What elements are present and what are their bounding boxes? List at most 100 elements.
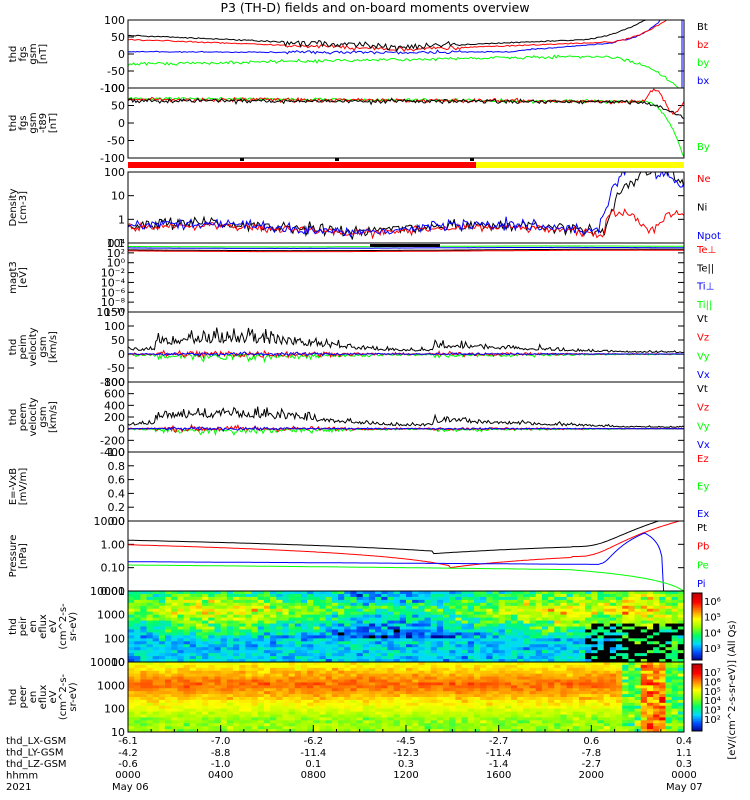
heatmap-cell	[406, 702, 413, 707]
heatmap-cell	[257, 723, 265, 727]
y-tick-label: 10⁰	[107, 257, 126, 270]
heatmap-cell	[418, 596, 426, 601]
colorbar-segment	[692, 594, 702, 597]
heatmap-cell	[548, 688, 555, 692]
heatmap-cell	[430, 708, 438, 713]
heatmap-cell	[134, 685, 141, 689]
heatmap-cell	[356, 641, 364, 645]
heatmap-cell	[233, 626, 240, 631]
heatmap-cell	[171, 682, 179, 686]
heatmap-cell	[523, 644, 531, 648]
heatmap-cell	[436, 599, 444, 604]
heatmap-cell	[239, 614, 246, 619]
heatmap-cell	[486, 647, 494, 651]
heatmap-cell	[338, 667, 345, 672]
heatmap-cell	[239, 699, 246, 704]
heatmap-cell	[622, 679, 629, 684]
heatmap-cell	[541, 629, 549, 634]
heatmap-cell	[517, 662, 524, 666]
heatmap-cell	[591, 705, 599, 710]
heatmap-cell	[331, 617, 339, 622]
heatmap-cell	[473, 629, 481, 634]
heatmap-cell	[406, 717, 413, 721]
te-band	[370, 244, 440, 247]
heatmap-cell	[554, 659, 562, 662]
heatmap-cell	[195, 632, 203, 636]
heatmap-cell	[591, 659, 599, 662]
heatmap-cell	[616, 611, 623, 616]
heatmap-cell	[554, 656, 562, 660]
heatmap-cell	[406, 723, 413, 727]
x-ly-value: -4.2	[118, 748, 138, 759]
heatmap-cell	[467, 673, 475, 678]
heatmap-cell	[535, 694, 543, 698]
heatmap-cell	[245, 641, 253, 645]
heatmap-cell	[226, 708, 234, 713]
heatmap-cell	[646, 599, 654, 604]
heatmap-cell	[344, 602, 351, 607]
heatmap-cell	[128, 708, 135, 713]
heatmap-cell	[362, 635, 370, 639]
heatmap-cell	[461, 711, 469, 716]
colorbar-segment	[692, 648, 702, 651]
heatmap-cell	[183, 644, 191, 648]
heatmap-cell	[529, 708, 537, 713]
heatmap-cell	[128, 691, 135, 695]
heatmap-cell	[492, 667, 500, 672]
heatmap-cell	[300, 667, 308, 672]
heatmap-cell	[529, 608, 537, 613]
heatmap-cell	[535, 623, 543, 628]
heatmap-cell	[158, 717, 166, 721]
heatmap-cell	[653, 653, 660, 657]
heatmap-cell	[307, 647, 314, 651]
heatmap-cell	[585, 670, 592, 675]
heatmap-cell	[381, 629, 389, 634]
heatmap-cell	[270, 591, 277, 595]
heatmap-cell	[393, 602, 401, 607]
heatmap-cell	[140, 620, 148, 625]
heatmap-cell	[288, 691, 296, 695]
heatmap-cell	[263, 629, 271, 634]
heatmap-cell	[554, 685, 562, 689]
heatmap-cell	[350, 605, 358, 610]
colorbar-segment	[692, 699, 702, 702]
heatmap-cell	[418, 629, 426, 634]
heatmap-cell	[529, 717, 537, 721]
heatmap-cell	[511, 650, 518, 654]
heatmap-cell	[572, 670, 580, 675]
heatmap-cell	[486, 623, 494, 628]
heatmap-cell	[535, 593, 543, 598]
heatmap-cell	[424, 617, 432, 622]
heatmap-cell	[202, 638, 209, 642]
heatmap-cell	[443, 714, 450, 719]
heatmap-cell	[609, 632, 617, 636]
heatmap-cell	[338, 676, 345, 681]
heatmap-cell	[189, 726, 197, 730]
heatmap-cell	[399, 720, 407, 724]
heatmap-cell	[251, 708, 259, 713]
heatmap-cell	[461, 632, 469, 636]
heatmap-cell	[375, 679, 382, 684]
heatmap-cell	[189, 638, 197, 642]
heatmap-cell	[511, 653, 518, 657]
heatmap-cell	[220, 650, 228, 654]
heatmap-cell	[152, 688, 160, 692]
heatmap-cell	[189, 650, 197, 654]
heatmap-cell	[560, 723, 568, 727]
heatmap-cell	[436, 664, 444, 669]
heatmap-cell	[220, 629, 228, 634]
heatmap-cell	[140, 656, 148, 660]
heatmap-cell	[535, 662, 543, 666]
heatmap-cell	[566, 688, 574, 692]
heatmap-cell	[146, 720, 154, 724]
colorbar-segment	[692, 643, 702, 646]
bt-t89-trace	[128, 97, 684, 119]
heatmap-cell	[300, 596, 308, 601]
x-lx-value: -2.7	[489, 736, 509, 747]
x-hhmm-value: 0400	[208, 770, 233, 781]
heatmap-cell	[282, 605, 290, 610]
heatmap-cell	[356, 635, 364, 639]
heatmap-cell	[239, 605, 246, 610]
heatmap-cell	[140, 608, 148, 613]
heatmap-cell	[461, 705, 469, 710]
